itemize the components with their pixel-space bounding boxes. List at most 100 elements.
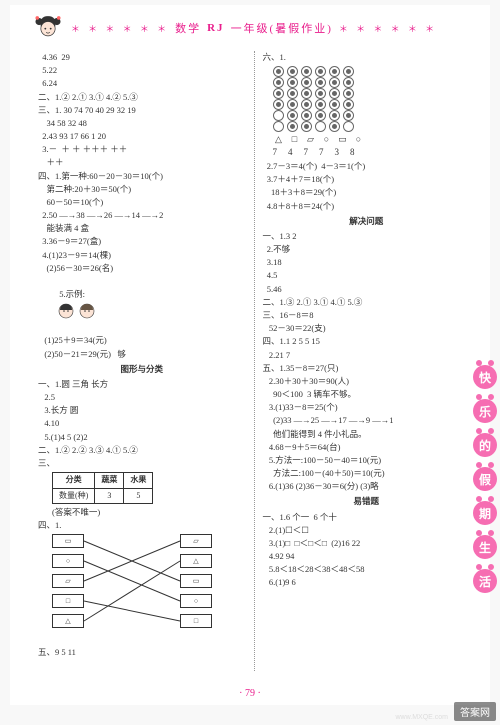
text-line: 一、1.3 2	[263, 230, 471, 243]
section-shapes-title: 图形与分类	[38, 363, 246, 376]
content-columns: 4.36 29 5.22 6.24 二、1.② 2.① 3.① 4.② 5.③ …	[38, 51, 470, 671]
count-circle	[301, 77, 312, 88]
legend-shape: ▱	[305, 134, 317, 146]
count-circle	[287, 121, 298, 132]
text-line: 4.68－9＋5＝64(台)	[263, 441, 471, 454]
text-line: 3.－ ＋ ＋ ＋＋＋ ＋＋	[38, 143, 246, 156]
text-line: 3.18	[263, 256, 471, 269]
text-line: 2.7－3＝4(个) 4－3＝1(个)	[263, 160, 471, 173]
text-line: 4.8＋8＋8＝24(个)	[263, 200, 471, 213]
text-line: 五、9 5 11	[38, 646, 246, 659]
legend-shape: □	[289, 134, 301, 146]
matching-diagram: ▭ ○ ▱ □ △ ▱ △ ▭ ○ □	[52, 534, 212, 644]
count-circle	[343, 110, 354, 121]
text-line: 4.92 94	[263, 550, 471, 563]
header-grade: 一年级(暑假作业)	[231, 20, 333, 36]
text-line: 二、1.② 2.② 3.③ 4.① 5.②	[38, 444, 246, 457]
page-header: ＊ ＊ ＊ ＊ ＊ ＊ 数学 RJ 一年级(暑假作业) ＊ ＊ ＊ ＊ ＊ ＊	[38, 13, 470, 43]
count-circle	[329, 121, 340, 132]
text-line: 4.(1)23－9＝14(棵)	[38, 249, 246, 262]
table-cell: 5	[124, 488, 153, 503]
count-circle	[301, 66, 312, 77]
count-circle	[287, 110, 298, 121]
text-line: 3.(1)□ □＜□＜□ (2)16 22	[263, 537, 471, 550]
left-column: 4.36 29 5.22 6.24 二、1.② 2.① 3.① 4.② 5.③ …	[38, 51, 246, 671]
header-edition: RJ	[207, 22, 224, 34]
three-label: 三、	[38, 457, 246, 470]
count-circle	[315, 110, 326, 121]
count-circle	[315, 77, 326, 88]
text-line: 4.36 29	[38, 51, 246, 64]
text-line: 三、16－8＝8	[263, 309, 471, 322]
text-line: 4.10	[38, 417, 246, 430]
legend-number: 4	[288, 146, 293, 160]
text-line: 三、1. 30 74 70 40 29 32 19	[38, 104, 246, 117]
column-divider	[254, 51, 255, 671]
count-circle	[315, 99, 326, 110]
text-line: 6.(1)9 6	[263, 576, 471, 589]
text-line: 2.(1)☐＜☐	[263, 524, 471, 537]
classification-table: 分类 蔬菜 水果 数量(种) 3 5	[52, 472, 153, 504]
text-line: 3.长方 圆	[38, 404, 246, 417]
cartoon-girl-icon	[30, 9, 66, 43]
text-line: 2.43 93 17 66 1 20	[38, 130, 246, 143]
six-label: 六、1.	[263, 51, 471, 64]
text-line: 5.8＜18＜28＜38＜48＜58	[263, 563, 471, 576]
section-solve-title: 解决问题	[263, 215, 471, 228]
table-header: 分类	[53, 473, 95, 488]
text-line: 五、1.35－8＝27(只)	[263, 362, 471, 375]
count-circle	[329, 88, 340, 99]
side-badge: 假	[473, 467, 497, 491]
text-line: 18＋3＋8＝29(个)	[263, 186, 471, 199]
count-circle	[273, 99, 284, 110]
legend-number: 7	[304, 146, 309, 160]
text-line: 二、1.② 2.① 3.① 4.② 5.③	[38, 91, 246, 104]
count-circle	[287, 66, 298, 77]
numbers-row: 747738	[273, 146, 471, 160]
count-circle	[273, 88, 284, 99]
text-line: 第二种:20＋30＝50(个)	[38, 183, 246, 196]
text-line: 3.36－9＝27(盒)	[38, 235, 246, 248]
side-badges: 快乐的假期生活	[473, 365, 497, 593]
count-circle	[301, 110, 312, 121]
count-circle	[329, 110, 340, 121]
legend-shape: ○	[321, 134, 333, 146]
legend-number: 8	[350, 146, 355, 160]
text-line: 2.5	[38, 391, 246, 404]
text-line: 2.21 7	[263, 349, 471, 362]
text-line: 3.7＋4＋7＝18(个)	[263, 173, 471, 186]
text-line: 方法二:100－(40＋50)＝10(元)	[263, 467, 471, 480]
count-circle	[287, 99, 298, 110]
watermark-icon: 答案网	[454, 702, 496, 721]
text-line: (1)25＋9＝34(元)	[38, 334, 246, 347]
count-circle	[273, 66, 284, 77]
text-line: 一、1.6 个一 6 个十	[263, 511, 471, 524]
count-circle	[343, 77, 354, 88]
count-circle	[315, 88, 326, 99]
stars-right: ＊ ＊ ＊ ＊ ＊ ＊	[339, 22, 437, 35]
shape-legend-row: △□▱○▭○	[273, 134, 471, 146]
legend-shape: ▭	[337, 134, 349, 146]
match-connection-lines	[52, 534, 212, 644]
side-badge: 活	[473, 569, 497, 593]
count-circle	[287, 88, 298, 99]
count-circle	[273, 121, 284, 132]
side-badge: 的	[473, 433, 497, 457]
count-circle	[273, 110, 284, 121]
text-line: 60－50＝10(个)	[38, 196, 246, 209]
side-badge: 乐	[473, 399, 497, 423]
text-line: 他们能得到 4 件小礼品。	[263, 428, 471, 441]
text-line: 四、1.1 2 5 5 15	[263, 335, 471, 348]
table-cell: 数量(种)	[53, 488, 95, 503]
count-circle	[287, 77, 298, 88]
count-circle	[329, 99, 340, 110]
right-column: 六、1. △□▱○▭○ 747738 2.7－3＝4(个) 4－3＝1(个) 3…	[263, 51, 471, 671]
text-line: 2.不够	[263, 243, 471, 256]
text-line: 5.22	[38, 64, 246, 77]
text-line: 6.(1)36 (2)36－30＝6(分) (3)略	[263, 480, 471, 493]
count-circle	[329, 77, 340, 88]
count-circle	[343, 66, 354, 77]
text-line: 34 58 32 48	[38, 117, 246, 130]
count-circle	[301, 88, 312, 99]
text-line: ＋＋	[38, 156, 246, 169]
